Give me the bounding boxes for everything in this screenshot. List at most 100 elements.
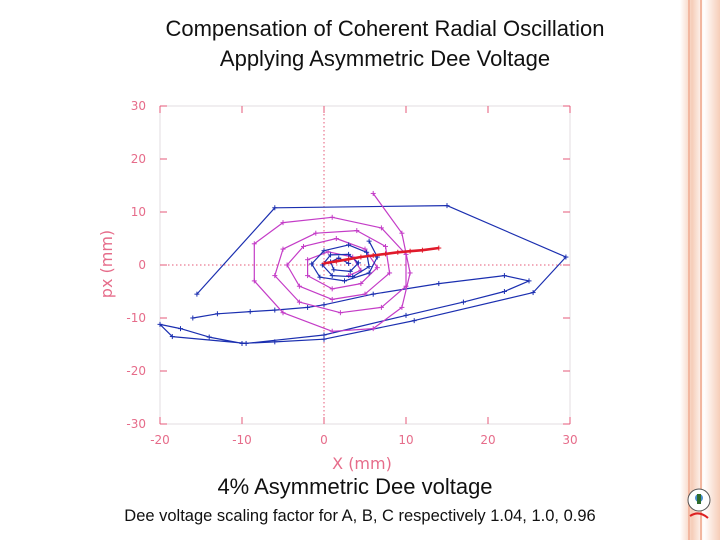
data-point	[296, 283, 302, 289]
data-point	[346, 256, 352, 262]
data-point	[350, 274, 356, 280]
data-point	[347, 268, 353, 274]
ticks-layer: -20 -10 0 10 20 30 -30 -20 -10 0 10 20 30	[126, 99, 577, 447]
data-point	[383, 243, 388, 249]
data-point	[305, 304, 311, 310]
x-tick-label: 10	[398, 433, 413, 447]
data-point	[460, 299, 466, 305]
data-point	[194, 291, 200, 297]
data-point	[190, 315, 196, 321]
border-line	[688, 0, 690, 540]
data-point	[247, 309, 253, 315]
slide-title: Compensation of Coherent Radial Oscillat…	[90, 14, 680, 74]
data-point	[309, 261, 315, 267]
data-point	[419, 247, 425, 253]
data-point	[329, 286, 335, 292]
data-point	[366, 270, 372, 276]
data-point	[378, 225, 384, 231]
data-point	[301, 243, 306, 249]
data-point	[378, 304, 384, 310]
data-point	[206, 334, 212, 340]
grid-layer	[159, 105, 571, 425]
data-point	[272, 339, 278, 345]
data-point	[444, 203, 450, 209]
data-point	[178, 326, 183, 332]
data-point	[321, 302, 327, 308]
y-tick-label: 10	[131, 205, 146, 219]
data-point	[370, 326, 376, 332]
data-point	[358, 281, 364, 287]
data-point	[374, 265, 380, 271]
y-tick-label: 30	[131, 99, 146, 113]
data-point	[364, 249, 370, 255]
data-point	[280, 310, 286, 316]
data-point	[280, 220, 286, 226]
data-point	[436, 245, 442, 251]
data-point	[346, 273, 352, 279]
data-point	[403, 312, 409, 318]
title-line-2: Applying Asymmetric Dee Voltage	[219, 46, 551, 71]
border-line	[700, 0, 702, 540]
y-tick-label: -10	[126, 311, 146, 325]
data-point	[329, 328, 335, 334]
data-point	[305, 273, 311, 279]
y-tick-label: 20	[131, 152, 146, 166]
subcaption: Dee voltage scaling factor for A, B, C r…	[124, 507, 596, 525]
data-point	[387, 270, 393, 276]
data-point	[157, 321, 163, 327]
data-point	[333, 258, 339, 264]
data-point	[370, 252, 376, 258]
caption: 4% Asymmetric Dee voltage	[217, 474, 493, 499]
data-point	[272, 273, 278, 279]
data-point	[362, 291, 368, 297]
data-point	[333, 236, 339, 241]
data-point	[346, 251, 352, 257]
data-point	[346, 260, 352, 266]
data-point	[501, 289, 507, 294]
data-point	[169, 334, 175, 340]
y-tick-label: 0	[138, 258, 146, 272]
data-point	[526, 278, 532, 284]
data-point	[329, 296, 335, 302]
series-layer	[157, 190, 569, 346]
data-point	[296, 299, 302, 305]
data-point	[370, 190, 376, 196]
data-point	[358, 254, 364, 260]
data-point	[366, 264, 372, 270]
data-point	[272, 205, 278, 211]
data-point	[272, 307, 278, 313]
data-point	[407, 270, 413, 276]
data-point	[346, 242, 352, 248]
title-line-1: Compensation of Coherent Radial Oscillat…	[165, 16, 605, 41]
data-point	[321, 336, 327, 342]
data-point	[366, 238, 372, 244]
data-point	[321, 248, 327, 254]
data-point	[355, 260, 361, 266]
data-point	[329, 214, 335, 220]
data-point	[530, 290, 536, 296]
data-point	[280, 246, 286, 252]
x-tick-label: 0	[320, 433, 328, 447]
logo-icon	[687, 488, 711, 519]
data-point	[329, 273, 335, 279]
data-point	[395, 249, 401, 255]
x-tick-label: 30	[562, 433, 577, 447]
data-point	[362, 246, 368, 252]
data-point	[243, 340, 249, 346]
data-point	[321, 332, 327, 338]
data-point	[411, 318, 417, 324]
data-point	[251, 278, 257, 284]
data-point	[313, 230, 319, 236]
data-point	[383, 251, 388, 257]
data-point	[399, 230, 405, 236]
data-point	[399, 304, 405, 310]
x-tick-label: -10	[232, 433, 252, 447]
data-point	[501, 273, 507, 279]
y-tick-label: -20	[126, 364, 146, 378]
data-point	[337, 310, 343, 316]
data-point	[214, 311, 220, 317]
data-point	[328, 252, 334, 258]
series-line-4	[323, 246, 439, 265]
x-tick-label: 20	[480, 433, 495, 447]
